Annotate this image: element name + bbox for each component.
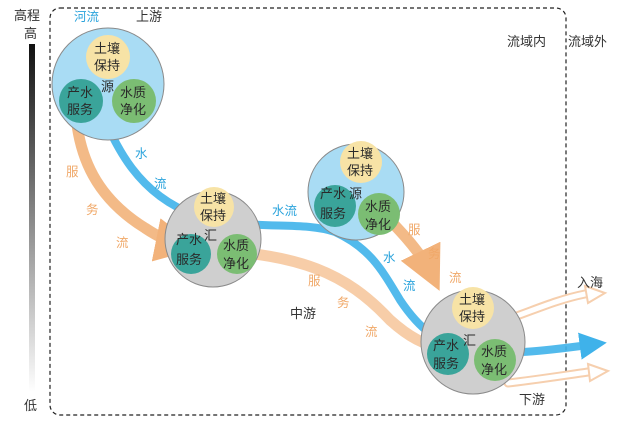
outflow-orange-top-head bbox=[583, 284, 608, 305]
outflow-orange-bottom-head bbox=[586, 362, 611, 383]
soil-label-line2: 保持 bbox=[94, 59, 120, 74]
purification-label-line1: 水质 bbox=[120, 86, 146, 101]
water-flow-char-3: 水 bbox=[383, 250, 396, 265]
purification-label-line2: 净化 bbox=[120, 103, 146, 118]
downstream-label: 下游 bbox=[519, 393, 545, 408]
svg-text:服务: 服务 bbox=[320, 206, 346, 222]
service-flow-char-3: 流 bbox=[116, 235, 129, 250]
water-yield-label-line2: 服务 bbox=[67, 102, 93, 118]
source-node-midstream: 土壤 保持 产水 服务 水质 净化 源 bbox=[307, 141, 405, 241]
service-flow-char-2: 务 bbox=[86, 202, 99, 217]
svg-text:净化: 净化 bbox=[481, 363, 507, 378]
inside-basin-label: 流域内 bbox=[507, 34, 546, 50]
svg-text:保持: 保持 bbox=[347, 164, 373, 179]
water-flow-char-4: 流 bbox=[403, 278, 416, 293]
sink-node-midstream: 土壤 保持 产水 服务 水质 净化 汇 bbox=[164, 187, 262, 288]
svg-text:服务: 服务 bbox=[176, 252, 202, 268]
service-flow-char-4: 服 bbox=[408, 222, 421, 237]
service-flow-char-6: 流 bbox=[449, 270, 462, 285]
river-label: 河流 bbox=[74, 9, 100, 24]
svg-text:土壤: 土壤 bbox=[459, 292, 485, 308]
elevation-gradient-bar bbox=[29, 44, 35, 392]
service-flow-char-8: 务 bbox=[337, 295, 350, 310]
svg-text:土壤: 土壤 bbox=[347, 146, 373, 162]
svg-text:保持: 保持 bbox=[200, 209, 226, 224]
svg-text:水质: 水质 bbox=[223, 239, 249, 254]
svg-text:汇: 汇 bbox=[463, 334, 476, 349]
soil-label-line1: 土壤 bbox=[94, 41, 120, 57]
outside-basin-label: 流域外 bbox=[568, 35, 607, 50]
elevation-low-label: 低 bbox=[24, 399, 37, 414]
service-flow-char-1: 服 bbox=[66, 164, 79, 179]
to-sea-label: 入海 bbox=[577, 276, 603, 291]
svg-text:产水: 产水 bbox=[176, 233, 202, 248]
elevation-high-label: 高 bbox=[24, 26, 37, 42]
sink-role-label: 汇 bbox=[204, 229, 217, 244]
source-role-label: 源 bbox=[101, 80, 114, 95]
service-flow-char-7: 服 bbox=[308, 273, 321, 288]
svg-text:水质: 水质 bbox=[481, 345, 507, 360]
service-flow-char-5: 务 bbox=[428, 246, 441, 261]
water-flow-char-2: 流 bbox=[154, 176, 167, 191]
svg-text:土壤: 土壤 bbox=[200, 191, 226, 207]
service-flow-char-9: 流 bbox=[365, 324, 378, 339]
watershed-boundary bbox=[49, 7, 567, 416]
upstream-label: 上游 bbox=[136, 10, 162, 25]
svg-text:净化: 净化 bbox=[223, 257, 249, 272]
svg-text:产水: 产水 bbox=[433, 339, 459, 354]
elevation-axis-title: 高程 bbox=[14, 8, 40, 24]
water-flow-label-mid: 水流 bbox=[272, 203, 298, 218]
sink-node-downstream: 土壤 保持 产水 服务 水质 净化 汇 bbox=[420, 287, 526, 395]
svg-text:产水: 产水 bbox=[320, 187, 346, 202]
svg-text:保持: 保持 bbox=[459, 310, 485, 325]
water-yield-label-line1: 产水 bbox=[67, 86, 93, 101]
svg-text:净化: 净化 bbox=[365, 218, 391, 233]
midstream-label: 中游 bbox=[290, 307, 316, 322]
svg-text:源: 源 bbox=[349, 187, 362, 202]
source-node-upstream: 土壤 保持 产水 服务 水质 净化 源 bbox=[51, 27, 165, 141]
svg-text:服务: 服务 bbox=[433, 356, 459, 372]
svg-text:水质: 水质 bbox=[365, 200, 391, 215]
service-flow-middle bbox=[204, 244, 446, 353]
water-flow-char-1: 水 bbox=[135, 146, 148, 161]
